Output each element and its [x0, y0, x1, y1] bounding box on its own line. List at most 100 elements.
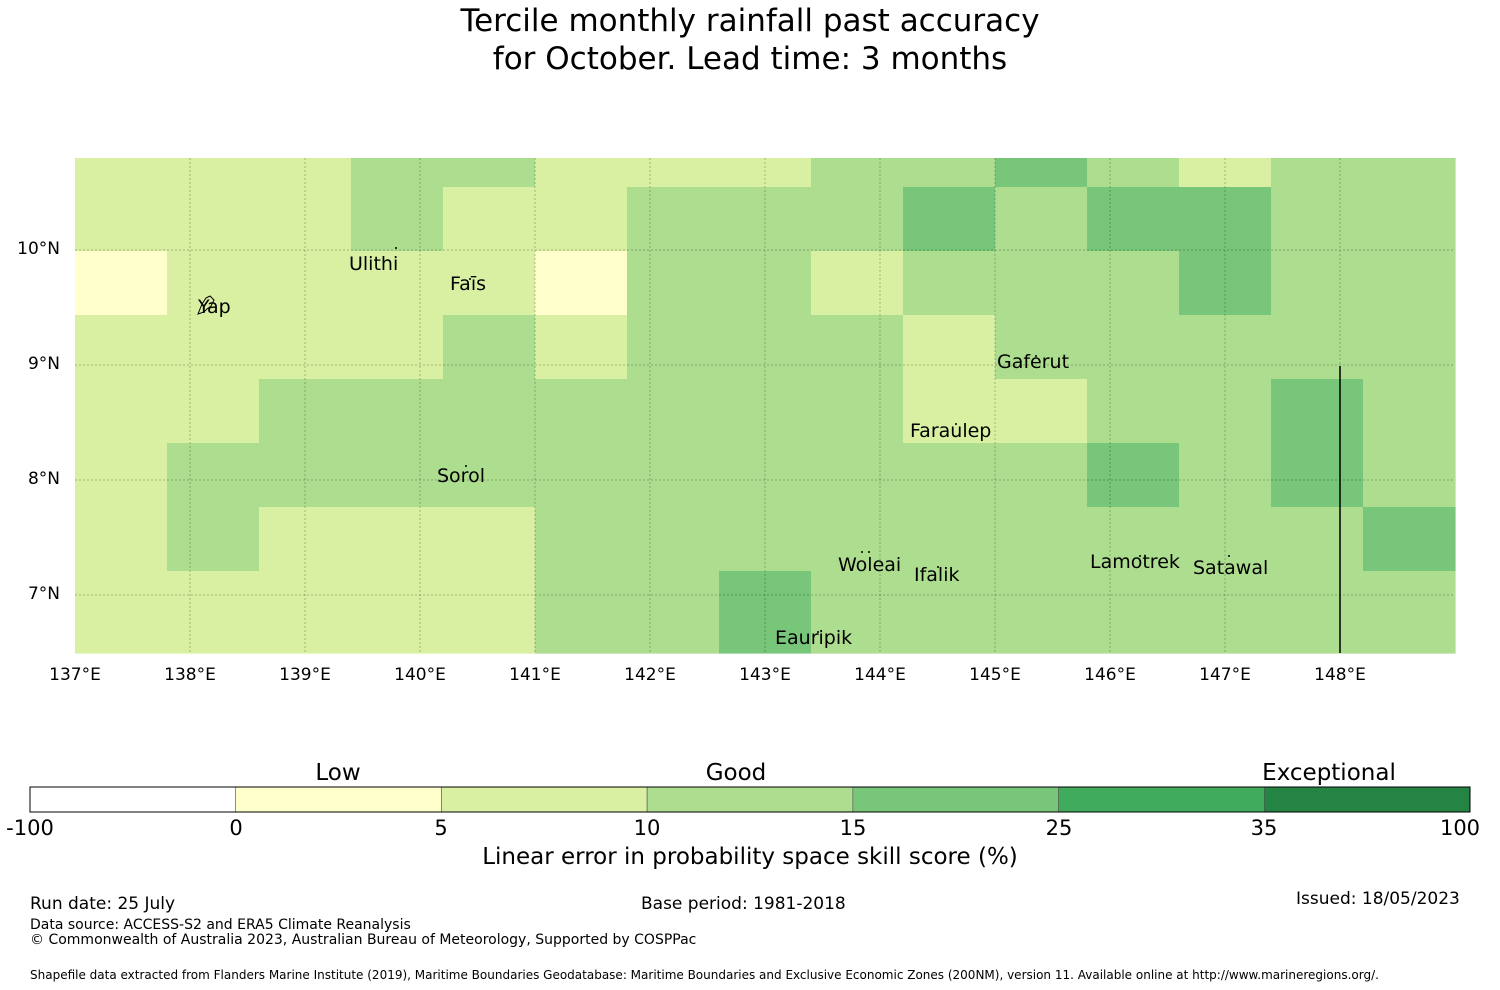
grid-cell [903, 379, 996, 444]
grid-cell [1179, 571, 1272, 635]
grid-cell [995, 315, 1088, 380]
issued-date: Issued: 18/05/2023 [1296, 889, 1460, 909]
island-dot-sorol [465, 465, 467, 467]
grid-cell [811, 158, 904, 188]
colorbar-segment [646, 786, 854, 813]
grid-cell [1363, 379, 1456, 444]
grid-cell [1271, 158, 1364, 188]
island-dot-fais [469, 278, 471, 280]
grid-cell [811, 251, 904, 316]
grid-cell [1271, 187, 1364, 252]
place-label-eauripik: Eauripik [775, 627, 853, 649]
grid-cell [903, 158, 996, 188]
colorbar-tick-10: 10 [633, 816, 661, 840]
colorbar-segment [852, 786, 1059, 813]
place-label-lamotrek: Lamotrek [1090, 551, 1180, 573]
island-dot-woleai-1 [861, 551, 863, 553]
grid-cell [627, 634, 720, 654]
grid-cell [627, 571, 720, 635]
grid-cell [719, 443, 812, 508]
grid-cell [535, 315, 628, 380]
grid-cell [1271, 571, 1364, 635]
grid-cell [535, 158, 628, 188]
island-dot-woleai-2 [868, 551, 870, 553]
grid-cell [811, 507, 904, 572]
colorbar-tick-25: 25 [1045, 816, 1073, 840]
grid-cell [1363, 251, 1456, 316]
grid-cell [1271, 507, 1364, 572]
grid-cell [811, 187, 904, 252]
grid-cell [75, 158, 168, 188]
place-label-gaferut: Gaferut [997, 351, 1070, 373]
category-label-low: Low [315, 760, 361, 786]
grid-cell [1179, 315, 1272, 380]
grid-cell [1363, 443, 1456, 508]
grid-cell [1363, 507, 1456, 572]
grid-cell [75, 443, 168, 508]
grid-cell [535, 634, 628, 654]
grid-cell [351, 507, 444, 572]
grid-cell [351, 571, 444, 635]
grid-cell [259, 507, 352, 572]
colorbar-segment [29, 786, 237, 813]
grid-cell [1363, 634, 1456, 654]
lat-label-9n: 9°N [27, 354, 60, 374]
island-markers [395, 247, 1230, 633]
grid-cell [1363, 315, 1456, 380]
grid-cell [259, 251, 352, 316]
island-dot-faraulep [955, 423, 957, 425]
grid-cell [1179, 507, 1272, 572]
grid-cell [1087, 187, 1180, 252]
grid-cell [995, 251, 1088, 316]
lon-label-147e: 147°E [1199, 665, 1251, 685]
lon-label-148e: 148°E [1314, 665, 1366, 685]
grid-cell [903, 507, 996, 572]
grid-cell [1179, 634, 1272, 654]
lat-label-8n: 8°N [27, 469, 60, 489]
lon-label-139e: 139°E [279, 665, 331, 685]
grid-cell [75, 571, 168, 635]
colorbar-segment [1058, 786, 1265, 813]
grid-cell [627, 379, 720, 444]
grid-cell [167, 187, 260, 252]
grid-cell [719, 507, 812, 572]
grid-cell [1087, 634, 1180, 654]
grid-cell [535, 251, 628, 316]
grid-cell [443, 507, 536, 572]
grid-cell [259, 634, 352, 654]
map-title: Tercile monthly rainfall past accuracy f… [0, 2, 1500, 78]
place-label-ifalik: Ifalik [914, 564, 960, 586]
grid-cell [535, 571, 628, 635]
grid-cell [627, 251, 720, 316]
grid-cell [1271, 634, 1364, 654]
island-dot-ifalik [937, 566, 939, 568]
grid-cell [259, 315, 352, 380]
lon-label-138e: 138°E [164, 665, 216, 685]
lon-label-141e: 141°E [509, 665, 561, 685]
grid-cell [443, 158, 536, 188]
grid-cell [903, 315, 996, 380]
lon-label-144e: 144°E [854, 665, 906, 685]
grid-cell [75, 187, 168, 252]
grid-cell [995, 571, 1088, 635]
lon-label-146e: 146°E [1084, 665, 1136, 685]
grid-cell [903, 443, 996, 508]
colorbar-segment [1263, 786, 1471, 813]
grid-cell [995, 443, 1088, 508]
grid-cell [167, 507, 260, 572]
grid-cell [1087, 507, 1180, 572]
grid-cell [1087, 315, 1180, 380]
colorbar-tick-5: 5 [434, 816, 448, 840]
grid-cell [995, 379, 1088, 444]
colorbar-tick-0: 0 [229, 816, 243, 840]
grid-cell [903, 634, 996, 654]
grid-cell [443, 315, 536, 380]
lon-label-140e: 140°E [394, 665, 446, 685]
grid-cell [1179, 443, 1272, 508]
grid-cell [535, 379, 628, 444]
grid-cell [75, 507, 168, 572]
grid-cell [351, 443, 444, 508]
grid-cell [259, 158, 352, 188]
place-label-faraulep: Faraulep [910, 420, 992, 442]
